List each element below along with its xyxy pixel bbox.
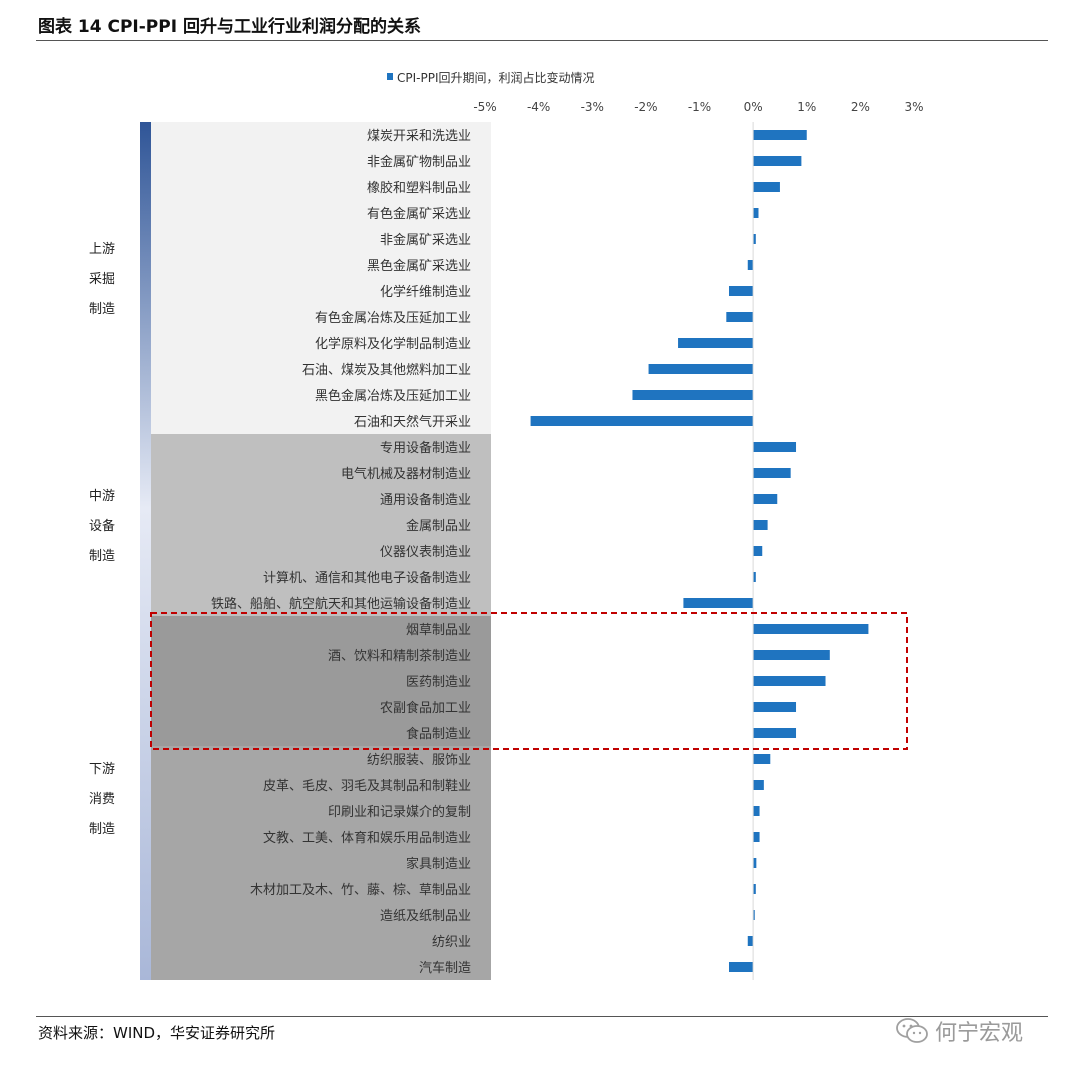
category-label: 化学原料及化学制品制造业 <box>315 336 471 352</box>
highlight-band <box>151 616 491 746</box>
category-label: 酒、饮料和精制茶制造业 <box>328 648 471 664</box>
group-label-1-0: 中游 <box>89 489 115 504</box>
bar <box>632 390 754 400</box>
source-note: 资料来源：WIND，华安证券研究所 <box>38 1024 276 1042</box>
category-label: 煤炭开采和洗选业 <box>367 129 471 144</box>
bar <box>753 494 778 504</box>
bar <box>753 728 797 738</box>
bar <box>683 598 754 608</box>
bar <box>753 208 759 218</box>
x-tick-label: -4% <box>527 100 550 114</box>
bar <box>726 312 754 322</box>
category-label: 家具制造业 <box>406 856 471 872</box>
highlight-box <box>150 612 908 750</box>
x-tick-label: -5% <box>473 100 496 114</box>
group-label-2-0: 下游 <box>89 762 115 777</box>
category-label: 纺织服装、服饰业 <box>367 753 471 768</box>
category-label: 纺织业 <box>432 935 471 950</box>
group-band-0 <box>140 122 491 434</box>
bar <box>747 260 754 270</box>
category-label: 汽车制造 <box>419 960 471 976</box>
group-label-1-1: 设备 <box>89 518 115 534</box>
bar <box>747 936 754 946</box>
x-tick-label: 1% <box>797 100 816 114</box>
bar <box>753 442 797 452</box>
group-band-1 <box>151 434 491 616</box>
bar <box>753 546 763 556</box>
category-label: 有色金属矿采选业 <box>367 206 471 222</box>
x-tick-label: 3% <box>904 100 923 114</box>
bar <box>753 624 869 634</box>
category-label: 医药制造业 <box>406 675 471 690</box>
category-label: 电气机械及器材制造业 <box>341 466 471 482</box>
bar <box>648 364 754 374</box>
bar <box>753 234 756 244</box>
bar <box>753 884 756 894</box>
category-label: 文教、工美、体育和娱乐用品制造业 <box>263 830 471 846</box>
bar <box>753 754 771 764</box>
x-tick-label: 2% <box>851 100 870 114</box>
bar <box>753 156 802 166</box>
category-label: 计算机、通信和其他电子设备制造业 <box>263 570 471 586</box>
bar <box>753 780 764 790</box>
bar <box>753 832 760 842</box>
x-tick-label: -2% <box>634 100 657 114</box>
category-label: 印刷业和记录媒介的复制 <box>328 804 471 820</box>
bar <box>753 468 791 478</box>
category-label: 橡胶和塑料制品业 <box>367 180 471 196</box>
source-rule <box>36 1016 1048 1017</box>
category-label: 非金属矿采选业 <box>380 232 471 248</box>
bar <box>753 520 768 530</box>
figure-title: 图表 14 CPI-PPI 回升与工业行业利润分配的关系 <box>38 17 421 37</box>
category-label: 通用设备制造业 <box>380 492 471 508</box>
bar <box>753 806 760 816</box>
category-label: 石油、煤炭及其他燃料加工业 <box>302 362 471 378</box>
bar <box>753 650 830 660</box>
bar <box>753 130 807 140</box>
category-label: 有色金属冶炼及压延加工业 <box>315 310 471 326</box>
category-label: 皮革、毛皮、羽毛及其制品和制鞋业 <box>263 778 471 794</box>
group-label-0-0: 上游 <box>89 242 115 257</box>
category-label: 黑色金属矿采选业 <box>367 258 471 274</box>
bar <box>678 338 754 348</box>
x-tick-label: 0% <box>744 100 763 114</box>
group-label-1-2: 制造 <box>89 549 115 564</box>
category-label: 石油和天然气开采业 <box>354 414 471 430</box>
category-label: 铁路、船舶、航空航天和其他运输设备制造业 <box>211 596 471 612</box>
category-label: 黑色金属冶炼及压延加工业 <box>315 388 471 404</box>
bar <box>530 416 754 426</box>
bar <box>728 286 754 296</box>
category-label: 造纸及纸制品业 <box>380 909 471 924</box>
category-label: 仪器仪表制造业 <box>380 545 471 560</box>
category-label: 木材加工及木、竹、藤、棕、草制品业 <box>250 883 471 898</box>
title-rule <box>36 40 1048 41</box>
wechat-icon <box>896 1018 928 1043</box>
watermark-text: 何宁宏观 <box>935 1021 1024 1046</box>
bar <box>753 676 826 686</box>
category-label: 化学纤维制造业 <box>380 284 471 300</box>
legend-label: CPI-PPI回升期间，利润占比变动情况 <box>397 70 595 85</box>
category-label: 烟草制品业 <box>406 623 471 638</box>
bar <box>753 182 780 192</box>
legend-swatch <box>387 73 393 80</box>
category-label: 金属制品业 <box>406 518 471 534</box>
watermark: 何宁宏观 <box>895 1015 1023 1047</box>
x-tick-label: -3% <box>581 100 604 114</box>
bar <box>753 572 756 582</box>
category-label: 食品制造业 <box>406 726 471 742</box>
group-label-0-2: 制造 <box>89 302 115 317</box>
gradient-strip <box>140 122 151 980</box>
bar <box>753 702 797 712</box>
category-label: 专用设备制造业 <box>380 440 471 456</box>
category-label: 非金属矿物制品业 <box>367 154 471 170</box>
group-label-0-1: 采掘 <box>89 272 115 287</box>
category-label: 农副食品加工业 <box>380 700 471 716</box>
bar <box>728 962 754 972</box>
group-label-2-2: 制造 <box>89 822 115 837</box>
x-tick-label: -1% <box>688 100 711 114</box>
bar <box>753 910 755 920</box>
group-label-2-1: 消费 <box>89 792 115 807</box>
bar <box>753 858 757 868</box>
